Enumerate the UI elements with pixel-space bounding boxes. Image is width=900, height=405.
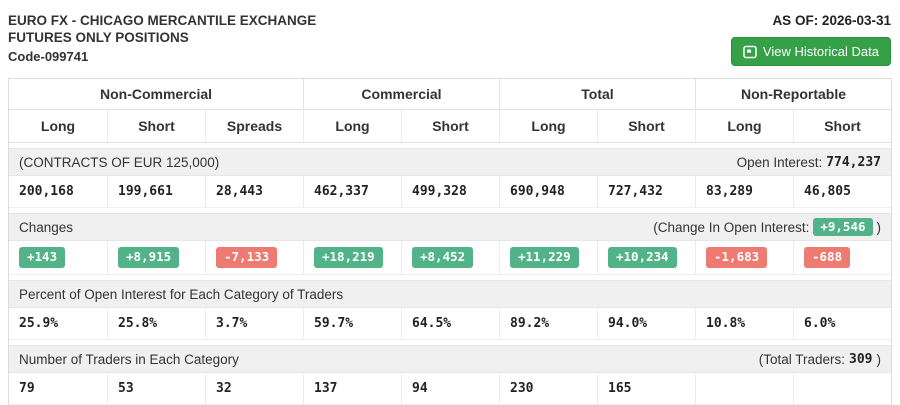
- open-interest-value: 774,237: [826, 154, 881, 170]
- change-cell: -1,683: [695, 241, 793, 274]
- change-badge: +10,234: [608, 247, 677, 268]
- column-header: Long: [499, 110, 597, 142]
- column-header: Short: [107, 110, 205, 142]
- change-cell: +18,219: [303, 241, 401, 274]
- change-badge: -688: [804, 247, 851, 268]
- report-subtitle: FUTURES ONLY POSITIONS: [8, 30, 189, 45]
- value-cell: 499,328: [401, 176, 499, 207]
- total-traders-prefix: (Total Traders:: [758, 351, 846, 367]
- change-badge: +18,219: [314, 247, 383, 268]
- change-badge: -7,133: [216, 247, 278, 268]
- view-historical-data-button[interactable]: View Historical Data: [730, 37, 891, 66]
- change-badge: +143: [19, 247, 66, 268]
- traders-cell: 137: [303, 373, 401, 404]
- changes-section-header: Changes (Change In Open Interest: +9,546…: [9, 213, 891, 241]
- column-header: Long: [40, 118, 76, 134]
- contracts-label: (CONTRACTS OF EUR 125,000): [19, 154, 220, 170]
- change-badge: +8,915: [118, 247, 180, 268]
- change-cell: -688: [793, 241, 891, 274]
- change-oi-suffix: ): [876, 219, 882, 235]
- group-header-row: Non-Commercial Commercial Total Non-Repo…: [9, 79, 891, 110]
- traders-cell: 165: [597, 373, 695, 404]
- change-oi-prefix: (Change In Open Interest:: [653, 219, 810, 235]
- as-of-date: AS OF: 2026-03-31: [772, 13, 891, 28]
- report-code: Code-099741: [8, 49, 89, 64]
- changes-row: +143 +8,915 -7,133 +18,219 +8,452 +11,22…: [9, 241, 891, 275]
- value-cell: 199,661: [107, 176, 205, 207]
- view-historical-data-label: View Historical Data: [762, 44, 879, 59]
- percent-cell: 25.9%: [19, 316, 59, 331]
- open-interest-label: Open Interest:: [736, 154, 823, 170]
- calendar-icon: [743, 45, 757, 59]
- traders-cell: 94: [401, 373, 499, 404]
- changes-label: Changes: [19, 219, 74, 235]
- report-header: EURO FX - CHICAGO MERCANTILE EXCHANGE FU…: [0, 0, 900, 78]
- column-header: Short: [401, 110, 499, 142]
- traders-cell: 230: [499, 373, 597, 404]
- header-right: AS OF: 2026-03-31 View Historical Data: [730, 13, 891, 66]
- percent-cell: 64.5%: [401, 308, 499, 339]
- change-badge: -1,683: [706, 247, 768, 268]
- column-header: Short: [793, 110, 891, 142]
- value-cell: 83,289: [695, 176, 793, 207]
- change-cell: +11,229: [499, 241, 597, 274]
- traders-label: Number of Traders in Each Category: [19, 351, 239, 367]
- change-cell: -7,133: [205, 241, 303, 274]
- group-header-non-reportable: Non-Reportable: [695, 79, 891, 109]
- column-header: Spreads: [205, 110, 303, 142]
- cot-futures-table: Non-Commercial Commercial Total Non-Repo…: [8, 78, 892, 405]
- total-traders-value: 309: [849, 351, 873, 367]
- percent-cell: 10.8%: [695, 308, 793, 339]
- contracts-section-header: (CONTRACTS OF EUR 125,000) Open Interest…: [9, 148, 891, 176]
- change-cell: +8,915: [107, 241, 205, 274]
- group-header-commercial: Commercial: [303, 79, 499, 109]
- column-header-row: Long Short Spreads Long Short Long Short…: [9, 110, 891, 143]
- column-header: Short: [597, 110, 695, 142]
- percent-cell: 25.8%: [107, 308, 205, 339]
- value-cell: 46,805: [793, 176, 891, 207]
- traders-cell: 32: [205, 373, 303, 404]
- percent-cell: 94.0%: [597, 308, 695, 339]
- percent-section-header: Percent of Open Interest for Each Catego…: [9, 280, 891, 308]
- change-badge: +11,229: [510, 247, 579, 268]
- report-title: EURO FX - CHICAGO MERCANTILE EXCHANGE: [8, 13, 317, 28]
- traders-cell: 53: [107, 373, 205, 404]
- percent-label: Percent of Open Interest for Each Catego…: [19, 286, 344, 302]
- value-cell: 200,168: [19, 184, 74, 199]
- traders-row: 79 53 32 137 94 230 165: [9, 373, 891, 405]
- value-cell: 28,443: [205, 176, 303, 207]
- change-cell: +143: [9, 241, 107, 274]
- change-oi-badge: +9,546: [813, 217, 873, 237]
- value-cell: 462,337: [303, 176, 401, 207]
- open-interest: Open Interest: 774,237: [737, 155, 881, 170]
- traders-cell-empty: [695, 373, 793, 404]
- column-header: Long: [303, 110, 401, 142]
- positions-row: 200,168 199,661 28,443 462,337 499,328 6…: [9, 176, 891, 208]
- column-header: Long: [695, 110, 793, 142]
- change-in-open-interest: (Change In Open Interest: +9,546 ): [653, 217, 882, 237]
- traders-section-header: Number of Traders in Each Category (Tota…: [9, 345, 891, 373]
- change-cell: +10,234: [597, 241, 695, 274]
- change-badge: +8,452: [412, 247, 474, 268]
- percent-cell: 89.2%: [499, 308, 597, 339]
- total-traders: (Total Traders: 309 ): [759, 352, 881, 367]
- value-cell: 727,432: [597, 176, 695, 207]
- change-cell: +8,452: [401, 241, 499, 274]
- total-traders-suffix: ): [876, 351, 882, 367]
- group-header-non-commercial: Non-Commercial: [99, 86, 213, 102]
- traders-cell-empty: [793, 373, 891, 404]
- percent-row: 25.9% 25.8% 3.7% 59.7% 64.5% 89.2% 94.0%…: [9, 308, 891, 340]
- percent-cell: 3.7%: [205, 308, 303, 339]
- group-header-total: Total: [499, 79, 695, 109]
- traders-cell: 79: [19, 381, 35, 396]
- value-cell: 690,948: [499, 176, 597, 207]
- percent-cell: 59.7%: [303, 308, 401, 339]
- percent-cell: 6.0%: [793, 308, 891, 339]
